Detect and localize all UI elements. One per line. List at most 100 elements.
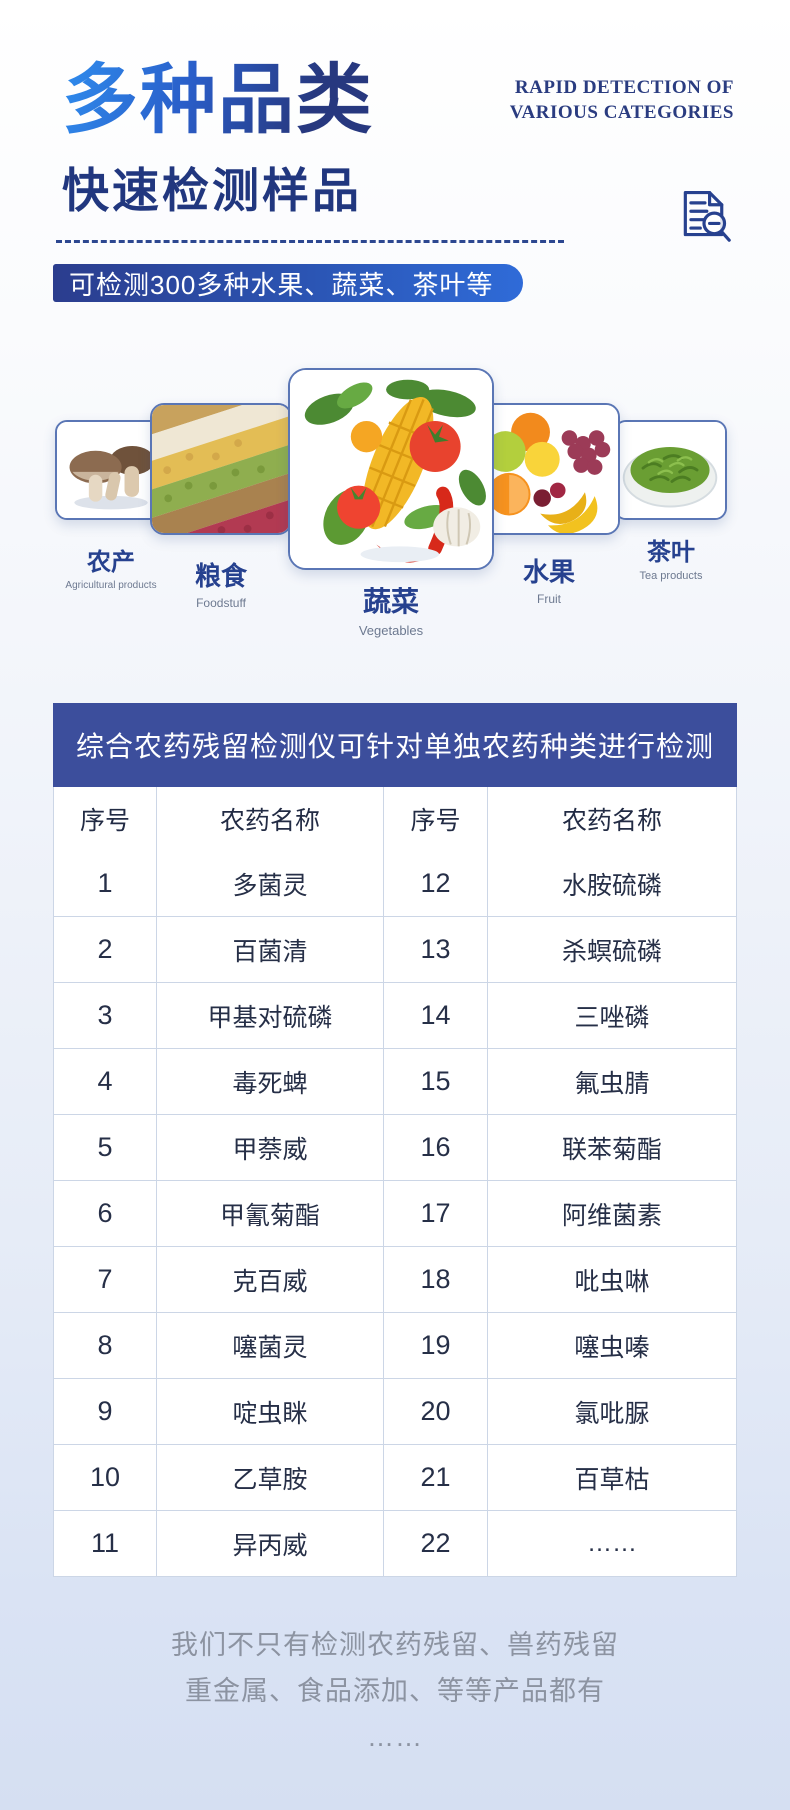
category-zh: 水果 — [522, 557, 575, 587]
table-row: 10 乙草胺 21 百草枯 — [54, 1444, 736, 1510]
pesticide-name-cell: 氟虫腈 — [487, 1049, 736, 1114]
pesticide-name-cell: …… — [487, 1511, 736, 1576]
serial-cell: 20 — [383, 1379, 487, 1444]
serial-cell: 13 — [383, 917, 487, 982]
table-row: 11 异丙威 22…… — [54, 1510, 736, 1576]
pesticide-name-cell: 多菌灵 — [156, 851, 383, 916]
document-magnifier-icon — [683, 191, 731, 242]
pesticide-table: 综合农药残留检测仪可针对单独农药种类进行检测 序号 农药名称 序号 农药名称 1… — [53, 703, 737, 1577]
page-title: 多种品类 — [62, 59, 374, 143]
page-subtitle: 快速检测样品 — [62, 166, 362, 218]
pesticide-name-cell: 三唑磷 — [487, 983, 736, 1048]
category-en: Foodstuff — [196, 596, 246, 610]
serial-cell: 2 — [97, 934, 113, 964]
pesticide-name-cell: 甲基对硫磷 — [156, 983, 383, 1048]
category-card-agricultural — [55, 420, 168, 520]
serial-cell: 11 — [90, 1528, 120, 1558]
pesticide-name-cell: 啶虫眯 — [156, 1379, 383, 1444]
grains-image — [152, 405, 290, 533]
fruits-image — [480, 405, 618, 533]
table-row: 4 毒死蜱 15 氟虫腈 — [54, 1048, 736, 1114]
category-label-foodstuff: 粮食 Foodstuff — [156, 556, 286, 610]
category-card-foodstuff — [150, 403, 292, 535]
column-header: 序号 — [383, 787, 487, 851]
table-header-row: 序号 农药名称 序号 农药名称 — [54, 787, 736, 851]
category-zh: 粮食 — [194, 561, 247, 591]
dashed-divider — [56, 240, 564, 243]
tagline-line-1: RAPID DETECTION OF — [514, 77, 734, 98]
pesticide-name-cell: 克百威 — [156, 1247, 383, 1312]
category-zh: 蔬菜 — [362, 586, 419, 617]
table-row: 1 多菌灵 12 水胺硫磷 — [54, 851, 736, 916]
category-label-agricultural: 农产 Agricultural products — [46, 542, 176, 592]
column-header: 序号 — [79, 807, 130, 835]
pesticide-name-cell: 联苯菊酯 — [487, 1115, 736, 1180]
serial-cell: 4 — [97, 1066, 113, 1096]
table-row: 9 啶虫眯 20 氯吡脲 — [54, 1378, 736, 1444]
category-card-fruit — [478, 403, 620, 535]
pesticide-table-body: 1 多菌灵 12 水胺硫磷 2 百菌清 13 杀螟硫磷 3 甲基对硫磷 14 三唑磷 4 毒死蜱 15 氟虫腈… — [54, 851, 736, 1576]
english-tagline: RAPID DETECTION OF VARIOUS CATEGORIES — [510, 76, 734, 125]
serial-cell: 19 — [383, 1313, 487, 1378]
category-card-tea — [614, 420, 727, 520]
serial-cell: 1 — [97, 868, 113, 898]
category-zh: 农产 — [87, 549, 135, 576]
serial-cell: 15 — [383, 1049, 487, 1114]
pesticide-name-cell: 乙草胺 — [156, 1445, 383, 1510]
pesticide-name-cell: 毒死蜱 — [156, 1049, 383, 1114]
category-label-fruit: 水果 Fruit — [484, 552, 614, 606]
tea-leaves-image — [616, 422, 725, 518]
serial-cell: 18 — [383, 1247, 487, 1312]
serial-cell: 21 — [383, 1445, 487, 1510]
pesticide-name-cell: 百草枯 — [487, 1445, 736, 1510]
pesticide-name-cell: 杀螟硫磷 — [487, 917, 736, 982]
vegetables-image — [290, 370, 492, 568]
category-label-vegetables: 蔬菜 Vegetables — [316, 580, 466, 638]
pesticide-name-cell: 水胺硫磷 — [487, 851, 736, 916]
table-row: 7 克百威 18 吡虫啉 — [54, 1246, 736, 1312]
category-zh: 茶叶 — [647, 539, 695, 566]
pesticide-name-cell: 异丙威 — [156, 1511, 383, 1576]
serial-cell: 9 — [97, 1396, 113, 1426]
footer-line-1: 我们不只有检测农药残留、兽药残留 — [171, 1630, 619, 1660]
table-title: 综合农药残留检测仪可针对单独农药种类进行检测 — [53, 703, 737, 787]
footer-line-2: 重金属、食品添加、等等产品都有 — [185, 1676, 605, 1706]
pesticide-name-cell: 百菌清 — [156, 917, 383, 982]
table-row: 3 甲基对硫磷 14 三唑磷 — [54, 982, 736, 1048]
serial-cell: 12 — [383, 851, 487, 916]
category-en: Tea products — [639, 570, 703, 582]
capability-banner: 可检测300多种水果、蔬菜、茶叶等 — [53, 264, 523, 302]
serial-cell: 7 — [97, 1264, 113, 1294]
table-row: 8 噻菌灵 19 噻虫嗪 — [54, 1312, 736, 1378]
category-card-vegetables — [288, 368, 494, 570]
serial-cell: 10 — [89, 1462, 121, 1492]
serial-cell: 8 — [97, 1330, 113, 1360]
column-header: 农药名称 — [156, 787, 383, 851]
serial-cell: 5 — [97, 1132, 113, 1162]
category-en: Vegetables — [358, 623, 424, 638]
serial-cell: 14 — [383, 983, 487, 1048]
serial-cell: 22 — [383, 1511, 487, 1576]
pesticide-name-cell: 甲萘威 — [156, 1115, 383, 1180]
table-row: 2 百菌清 13 杀螟硫磷 — [54, 916, 736, 982]
column-header: 农药名称 — [487, 787, 736, 851]
pesticide-name-cell: 阿维菌素 — [487, 1181, 736, 1246]
footer-note: 我们不只有检测农药残留、兽药残留 重金属、食品添加、等等产品都有 …… — [0, 1622, 790, 1760]
pesticide-name-cell: 吡虫啉 — [487, 1247, 736, 1312]
footer-ellipsis: …… — [367, 1722, 423, 1752]
tagline-line-2: VARIOUS CATEGORIES — [509, 101, 734, 123]
category-en: Fruit — [537, 592, 561, 606]
table-row: 6 甲氰菊酯 17 阿维菌素 — [54, 1180, 736, 1246]
pesticide-table-grid: 序号 农药名称 序号 农药名称 1 多菌灵 12 水胺硫磷 2 百菌清 13 杀螟硫磷 3 甲基对… — [53, 787, 737, 1577]
serial-cell: 3 — [97, 1000, 113, 1030]
pesticide-name-cell: 噻菌灵 — [156, 1313, 383, 1378]
pesticide-name-cell: 噻虫嗪 — [487, 1313, 736, 1378]
mushrooms-image — [57, 422, 166, 518]
pesticide-name-cell: 氯吡脲 — [487, 1379, 736, 1444]
category-label-tea: 茶叶 Tea products — [606, 532, 736, 582]
serial-cell: 16 — [383, 1115, 487, 1180]
pesticide-name-cell: 甲氰菊酯 — [156, 1181, 383, 1246]
category-en: Agricultural products — [65, 580, 157, 591]
serial-cell: 17 — [383, 1181, 487, 1246]
